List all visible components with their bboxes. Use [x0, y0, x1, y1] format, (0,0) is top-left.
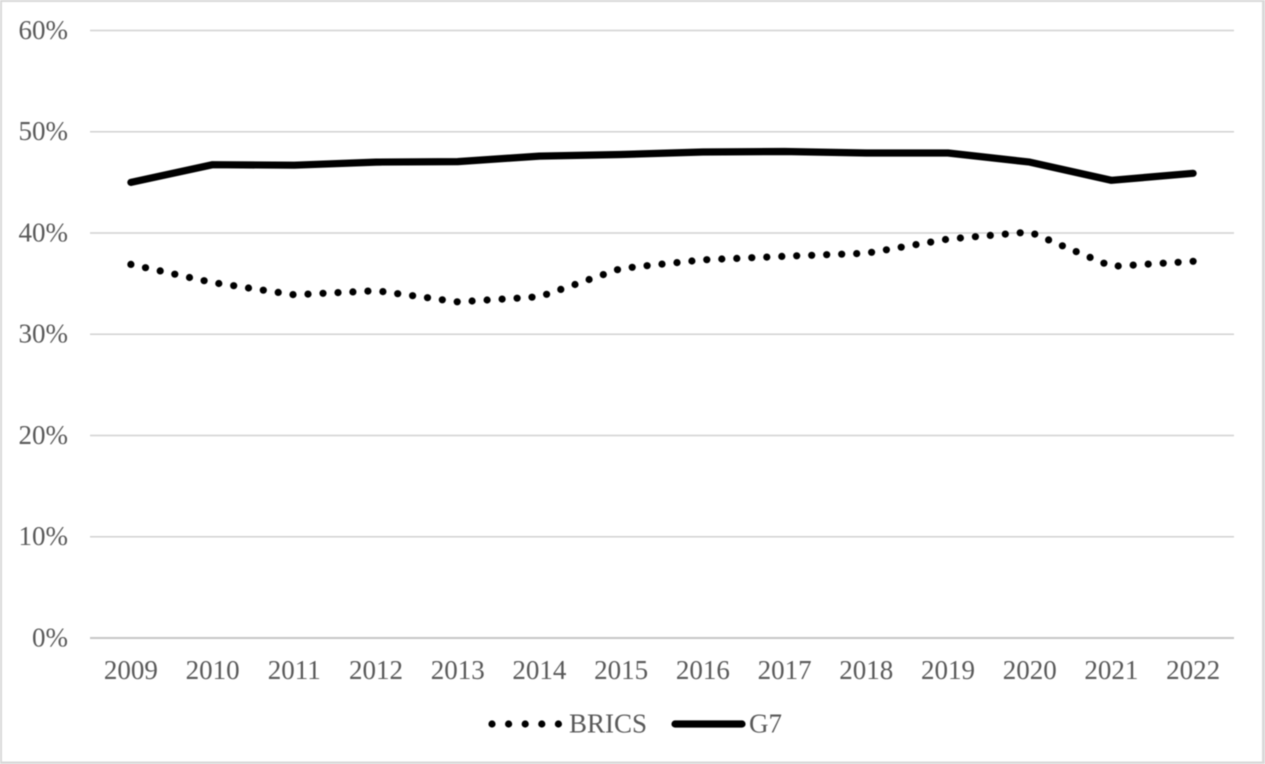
svg-text:2015: 2015	[594, 655, 648, 685]
svg-text:2019: 2019	[921, 655, 975, 685]
svg-text:2014: 2014	[512, 655, 567, 685]
svg-text:10%: 10%	[19, 521, 69, 551]
svg-text:2016: 2016	[676, 655, 730, 685]
svg-text:2020: 2020	[1003, 655, 1057, 685]
svg-text:2013: 2013	[431, 655, 485, 685]
svg-text:2012: 2012	[349, 655, 403, 685]
svg-text:2010: 2010	[186, 655, 240, 685]
svg-text:30%: 30%	[19, 319, 69, 349]
svg-text:G7: G7	[749, 709, 782, 739]
svg-text:60%: 60%	[19, 15, 69, 45]
svg-text:2022: 2022	[1166, 655, 1220, 685]
svg-text:2017: 2017	[758, 655, 812, 685]
svg-text:0%: 0%	[32, 622, 68, 652]
svg-text:20%: 20%	[19, 420, 69, 450]
svg-text:2021: 2021	[1084, 655, 1138, 685]
svg-text:50%: 50%	[19, 116, 69, 146]
svg-text:2018: 2018	[839, 655, 893, 685]
svg-text:2011: 2011	[268, 655, 321, 685]
svg-text:40%: 40%	[19, 217, 69, 247]
svg-text:BRICS: BRICS	[569, 709, 647, 739]
svg-text:2009: 2009	[104, 655, 158, 685]
